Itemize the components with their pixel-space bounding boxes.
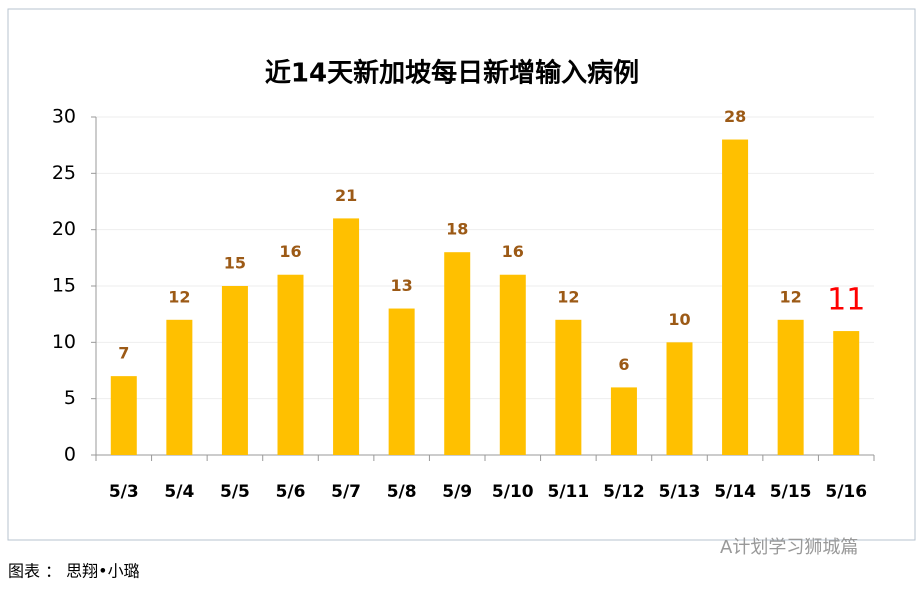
y-tick-label: 30	[52, 106, 76, 128]
bar	[333, 218, 360, 455]
x-tick-label: 5/12	[603, 482, 645, 502]
x-tick-label: 5/10	[492, 482, 534, 502]
y-tick-label: 10	[52, 331, 76, 353]
bar	[499, 274, 526, 455]
bar	[444, 252, 471, 455]
value-label: 21	[335, 186, 357, 205]
chart-title: 近14天新加坡每日新增输入病例	[265, 58, 639, 89]
bar	[166, 319, 193, 455]
y-tick-label: 5	[64, 387, 76, 409]
bar	[666, 342, 693, 455]
bar	[388, 308, 415, 455]
value-label: 12	[168, 287, 190, 306]
y-tick-label: 0	[64, 444, 76, 466]
value-label: 10	[668, 310, 690, 329]
x-tick-label: 5/5	[220, 482, 250, 502]
x-tick-label: 5/15	[770, 482, 812, 502]
value-label: 11	[827, 283, 865, 318]
bar	[610, 387, 637, 455]
bar	[777, 319, 804, 455]
value-label: 18	[446, 220, 468, 239]
x-tick-label: 5/11	[548, 482, 590, 502]
bar	[221, 286, 248, 455]
watermark: A计划学习狮城篇	[720, 537, 858, 558]
value-label: 28	[724, 107, 746, 126]
x-tick-label: 5/14	[714, 482, 756, 502]
y-tick-label: 15	[52, 275, 76, 297]
x-tick-label: 5/6	[276, 482, 306, 502]
x-tick-label: 5/3	[109, 482, 139, 502]
value-label: 13	[391, 276, 413, 295]
y-tick-label: 25	[52, 162, 76, 184]
x-tick-label: 5/7	[331, 482, 361, 502]
value-label: 7	[118, 344, 129, 363]
bar	[722, 139, 749, 456]
x-tick-label: 5/8	[387, 482, 417, 502]
bar	[555, 319, 582, 455]
caption: 图表 ： 思翔•小璐	[8, 562, 140, 581]
x-tick-label: 5/9	[442, 482, 472, 502]
bar	[833, 331, 860, 455]
x-tick-label: 5/4	[164, 482, 194, 502]
y-tick-label: 20	[52, 218, 76, 240]
x-tick-label: 5/13	[659, 482, 701, 502]
value-label: 6	[618, 355, 629, 374]
bar	[110, 376, 137, 455]
bar	[277, 274, 304, 455]
x-tick-label: 5/16	[825, 482, 867, 502]
value-label: 15	[224, 254, 246, 273]
value-label: 12	[780, 287, 802, 306]
value-label: 16	[279, 242, 301, 261]
value-label: 12	[557, 287, 579, 306]
value-label: 16	[502, 242, 524, 261]
